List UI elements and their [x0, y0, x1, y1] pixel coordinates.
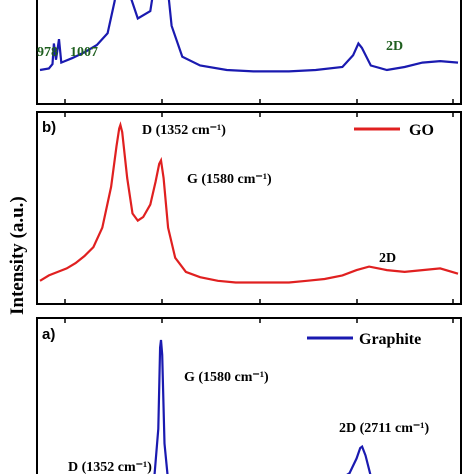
- annotation-2d-graphite: 2D (2711 cm⁻¹): [339, 421, 429, 436]
- annotation-d-go: D (1352 cm⁻¹): [142, 123, 226, 138]
- annotation-2d-go: 2D: [379, 251, 396, 266]
- annotation-g-go: G (1580 cm⁻¹): [187, 172, 272, 187]
- annotation-1007: 1007: [70, 45, 98, 60]
- panel-a-frame: [36, 317, 462, 474]
- panel-b-frame: [36, 111, 462, 305]
- annotation-g-graphite: G (1580 cm⁻¹): [184, 370, 269, 385]
- panel-label-a: a): [42, 326, 55, 343]
- panel-c-frame: [36, 0, 462, 105]
- annotation-2d-c: 2D: [386, 39, 403, 54]
- panel-label-b: b): [42, 119, 56, 136]
- annotation-d-graphite: D (1352 cm⁻¹): [68, 460, 152, 474]
- annotation-978: 978: [37, 45, 58, 60]
- legend-label-go: GO: [409, 122, 434, 139]
- y-axis-label: Intensity (a.u.): [7, 196, 28, 315]
- series-line-graphite: [153, 339, 372, 474]
- series-line-go: [39, 121, 459, 284]
- legend-label-graphite: Graphite: [359, 331, 421, 348]
- series-line-panel-c: [39, 0, 459, 73]
- tick-marks: [64, 99, 454, 323]
